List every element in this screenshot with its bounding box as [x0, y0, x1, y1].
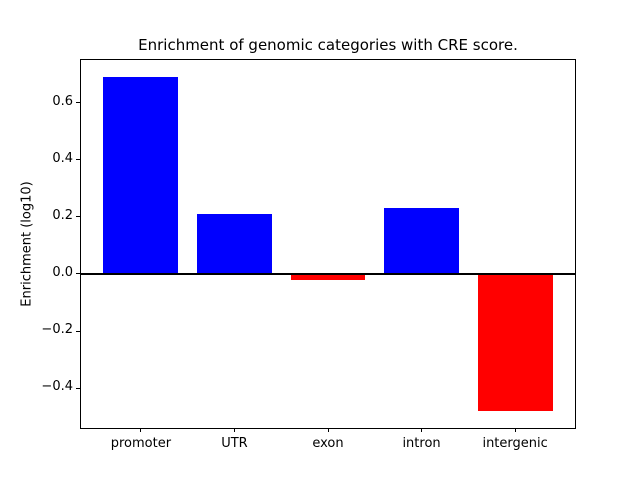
y-tick-mark: [76, 330, 80, 332]
zero-line: [81, 272, 575, 275]
x-tick-label-exon: exon: [312, 436, 344, 451]
x-tick-mark: [140, 428, 142, 432]
y-tick-label: −0.4: [41, 379, 73, 395]
bar-UTR: [197, 214, 272, 274]
x-tick-mark: [233, 428, 235, 432]
bar-promoter: [103, 77, 179, 274]
bar-intron: [384, 208, 459, 274]
x-tick-label-UTR: UTR: [221, 436, 248, 451]
x-tick-mark: [514, 428, 516, 432]
y-tick-mark: [76, 102, 80, 104]
bar-intergenic: [477, 273, 553, 411]
y-tick-mark: [76, 159, 80, 161]
y-tick-mark: [76, 387, 80, 389]
y-tick-label: 0.2: [52, 207, 73, 223]
y-tick-mark: [76, 216, 80, 218]
x-tick-label-promoter: promoter: [110, 436, 172, 451]
y-tick-mark: [76, 273, 80, 275]
y-tick-label: 0.0: [52, 264, 73, 280]
x-tick-mark: [327, 428, 329, 432]
plot-area: −0.4 −0.2 0.0 0.2 0.4 0.6 promoter UTR exon intro…: [41, 59, 576, 451]
y-tick-label: 0.6: [52, 93, 73, 109]
x-tick-label-intron: intron: [402, 436, 441, 451]
y-tick-label: 0.4: [52, 150, 73, 166]
x-tick-label-intergenic: intergenic: [482, 436, 548, 451]
y-axis-label: Enrichment (log10): [19, 181, 35, 307]
x-tick-mark: [421, 428, 423, 432]
bar-exon: [290, 273, 366, 280]
chart-title: Enrichment of genomic categories with CR…: [138, 36, 518, 54]
y-tick-label: −0.2: [41, 322, 73, 337]
